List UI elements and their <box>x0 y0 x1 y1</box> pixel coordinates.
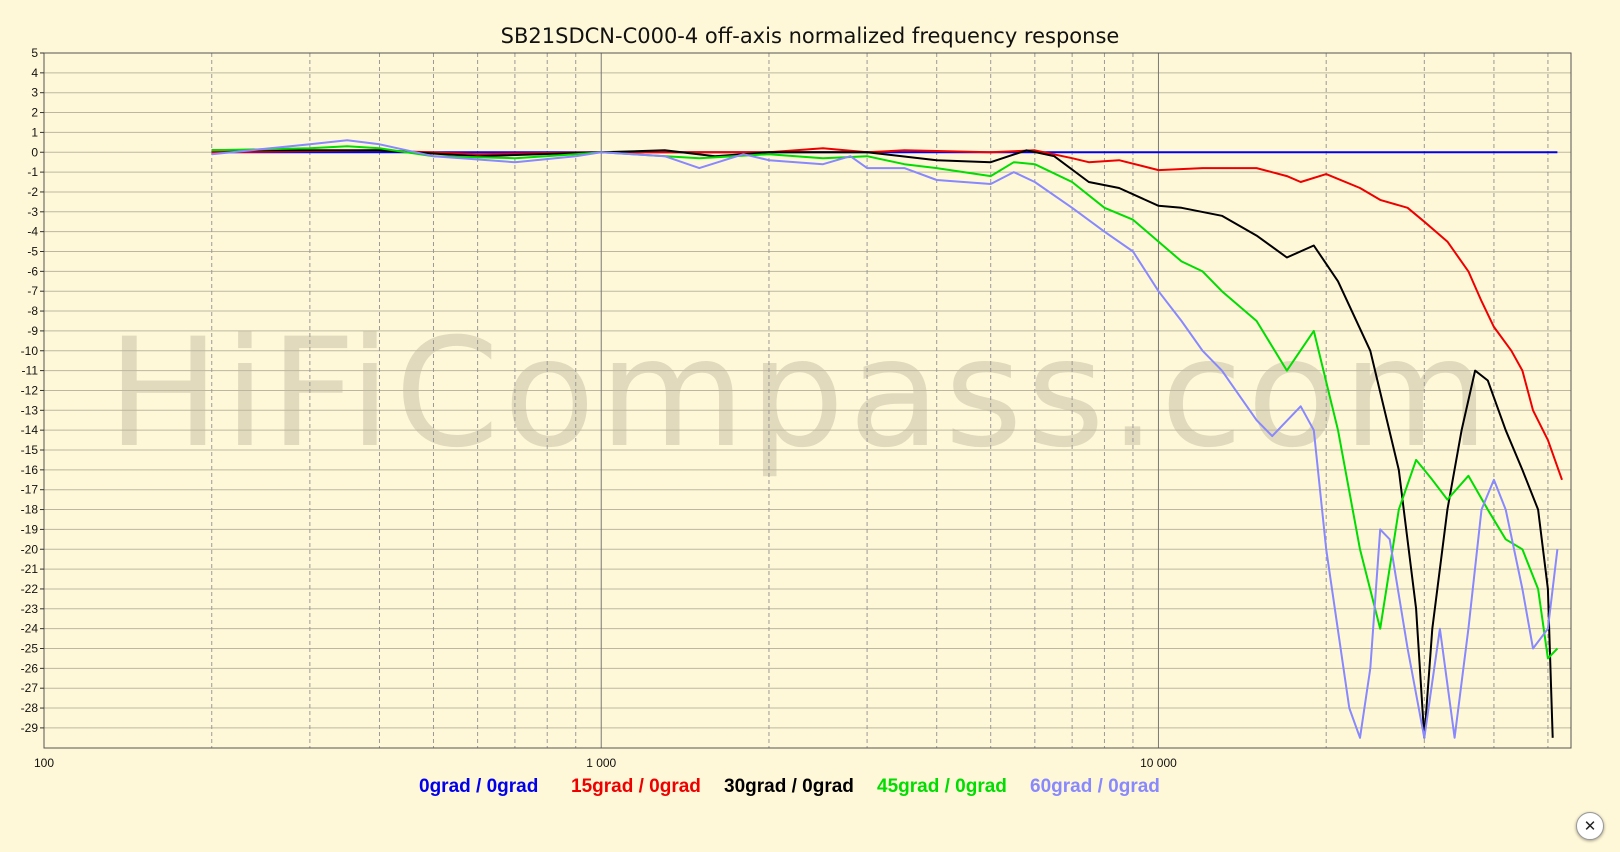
y-tick-label: 3 <box>31 86 38 100</box>
x-tick-label: 100 <box>34 756 54 770</box>
chart-title: SB21SDCN-C000-4 off-axis normalized freq… <box>501 24 1120 48</box>
series-line-4 <box>211 139 1559 739</box>
legend-item-1: 15grad / 0grad <box>571 776 701 797</box>
y-tick-label: -3 <box>27 205 38 219</box>
y-tick-label: -23 <box>21 602 39 616</box>
y-tick-label: -27 <box>21 681 39 695</box>
y-tick-label: -5 <box>27 245 38 259</box>
y-tick-label: -4 <box>27 225 38 239</box>
y-axis: 5 4 3 2 1 0 -1 -2 -3 -4 -5 -6 -7 -8 -9 -10 -11 -12 -13 -14 -… <box>21 46 44 735</box>
legend-item-3: 45grad / 0grad <box>877 776 1007 797</box>
y-tick-label: -26 <box>21 661 39 675</box>
plot-frame <box>43 52 1572 749</box>
y-tick-label: -8 <box>27 304 38 318</box>
y-tick-label: -12 <box>21 383 39 397</box>
y-tick-label: -6 <box>27 264 38 278</box>
y-tick-label: -29 <box>21 721 39 735</box>
y-tick-label: -19 <box>21 522 39 536</box>
y-tick-label: -7 <box>27 284 38 298</box>
y-tick-label: -22 <box>21 582 39 596</box>
x-tick-label: 1 000 <box>586 756 616 770</box>
y-tick-label: -24 <box>21 622 39 636</box>
y-tick-label: -10 <box>21 344 39 358</box>
y-tick-label: -11 <box>22 364 39 378</box>
legend-item-0: 0grad / 0grad <box>419 776 538 797</box>
series-line-1 <box>211 147 1563 481</box>
y-tick-label: -17 <box>21 483 39 497</box>
y-tick-label: -1 <box>27 165 38 179</box>
y-tick-label: -25 <box>21 642 39 656</box>
y-tick-label: -28 <box>21 701 39 715</box>
y-tick-label: 0 <box>31 145 38 159</box>
y-tick-label: -20 <box>21 542 39 556</box>
y-tick-label: -18 <box>21 503 39 517</box>
y-tick-label: -14 <box>21 423 39 437</box>
y-tick-label: -9 <box>27 324 38 338</box>
legend-item-4: 60grad / 0grad <box>1030 776 1160 797</box>
y-tick-label: 5 <box>31 46 38 60</box>
y-tick-label: -15 <box>21 443 39 457</box>
legend: 0grad / 0grad 15grad / 0grad 30grad / 0gra… <box>419 776 1160 797</box>
close-button[interactable]: ✕ <box>1576 812 1604 840</box>
series-lines <box>211 139 1563 739</box>
y-tick-label: 2 <box>31 106 38 120</box>
y-tick-label: -13 <box>21 403 39 417</box>
series-line-2 <box>211 149 1554 739</box>
y-tick-label: -2 <box>27 185 38 199</box>
x-axis: 100 1 000 10 000 <box>34 756 1177 770</box>
watermark: HiFiCompass.com <box>107 307 1493 481</box>
y-tick-label: -16 <box>21 463 39 477</box>
y-tick-label: -21 <box>21 562 39 576</box>
y-tick-label: 4 <box>31 66 38 80</box>
x-tick-label: 10 000 <box>1140 756 1177 770</box>
y-tick-label: 1 <box>31 125 38 139</box>
legend-item-2: 30grad / 0grad <box>724 776 854 797</box>
